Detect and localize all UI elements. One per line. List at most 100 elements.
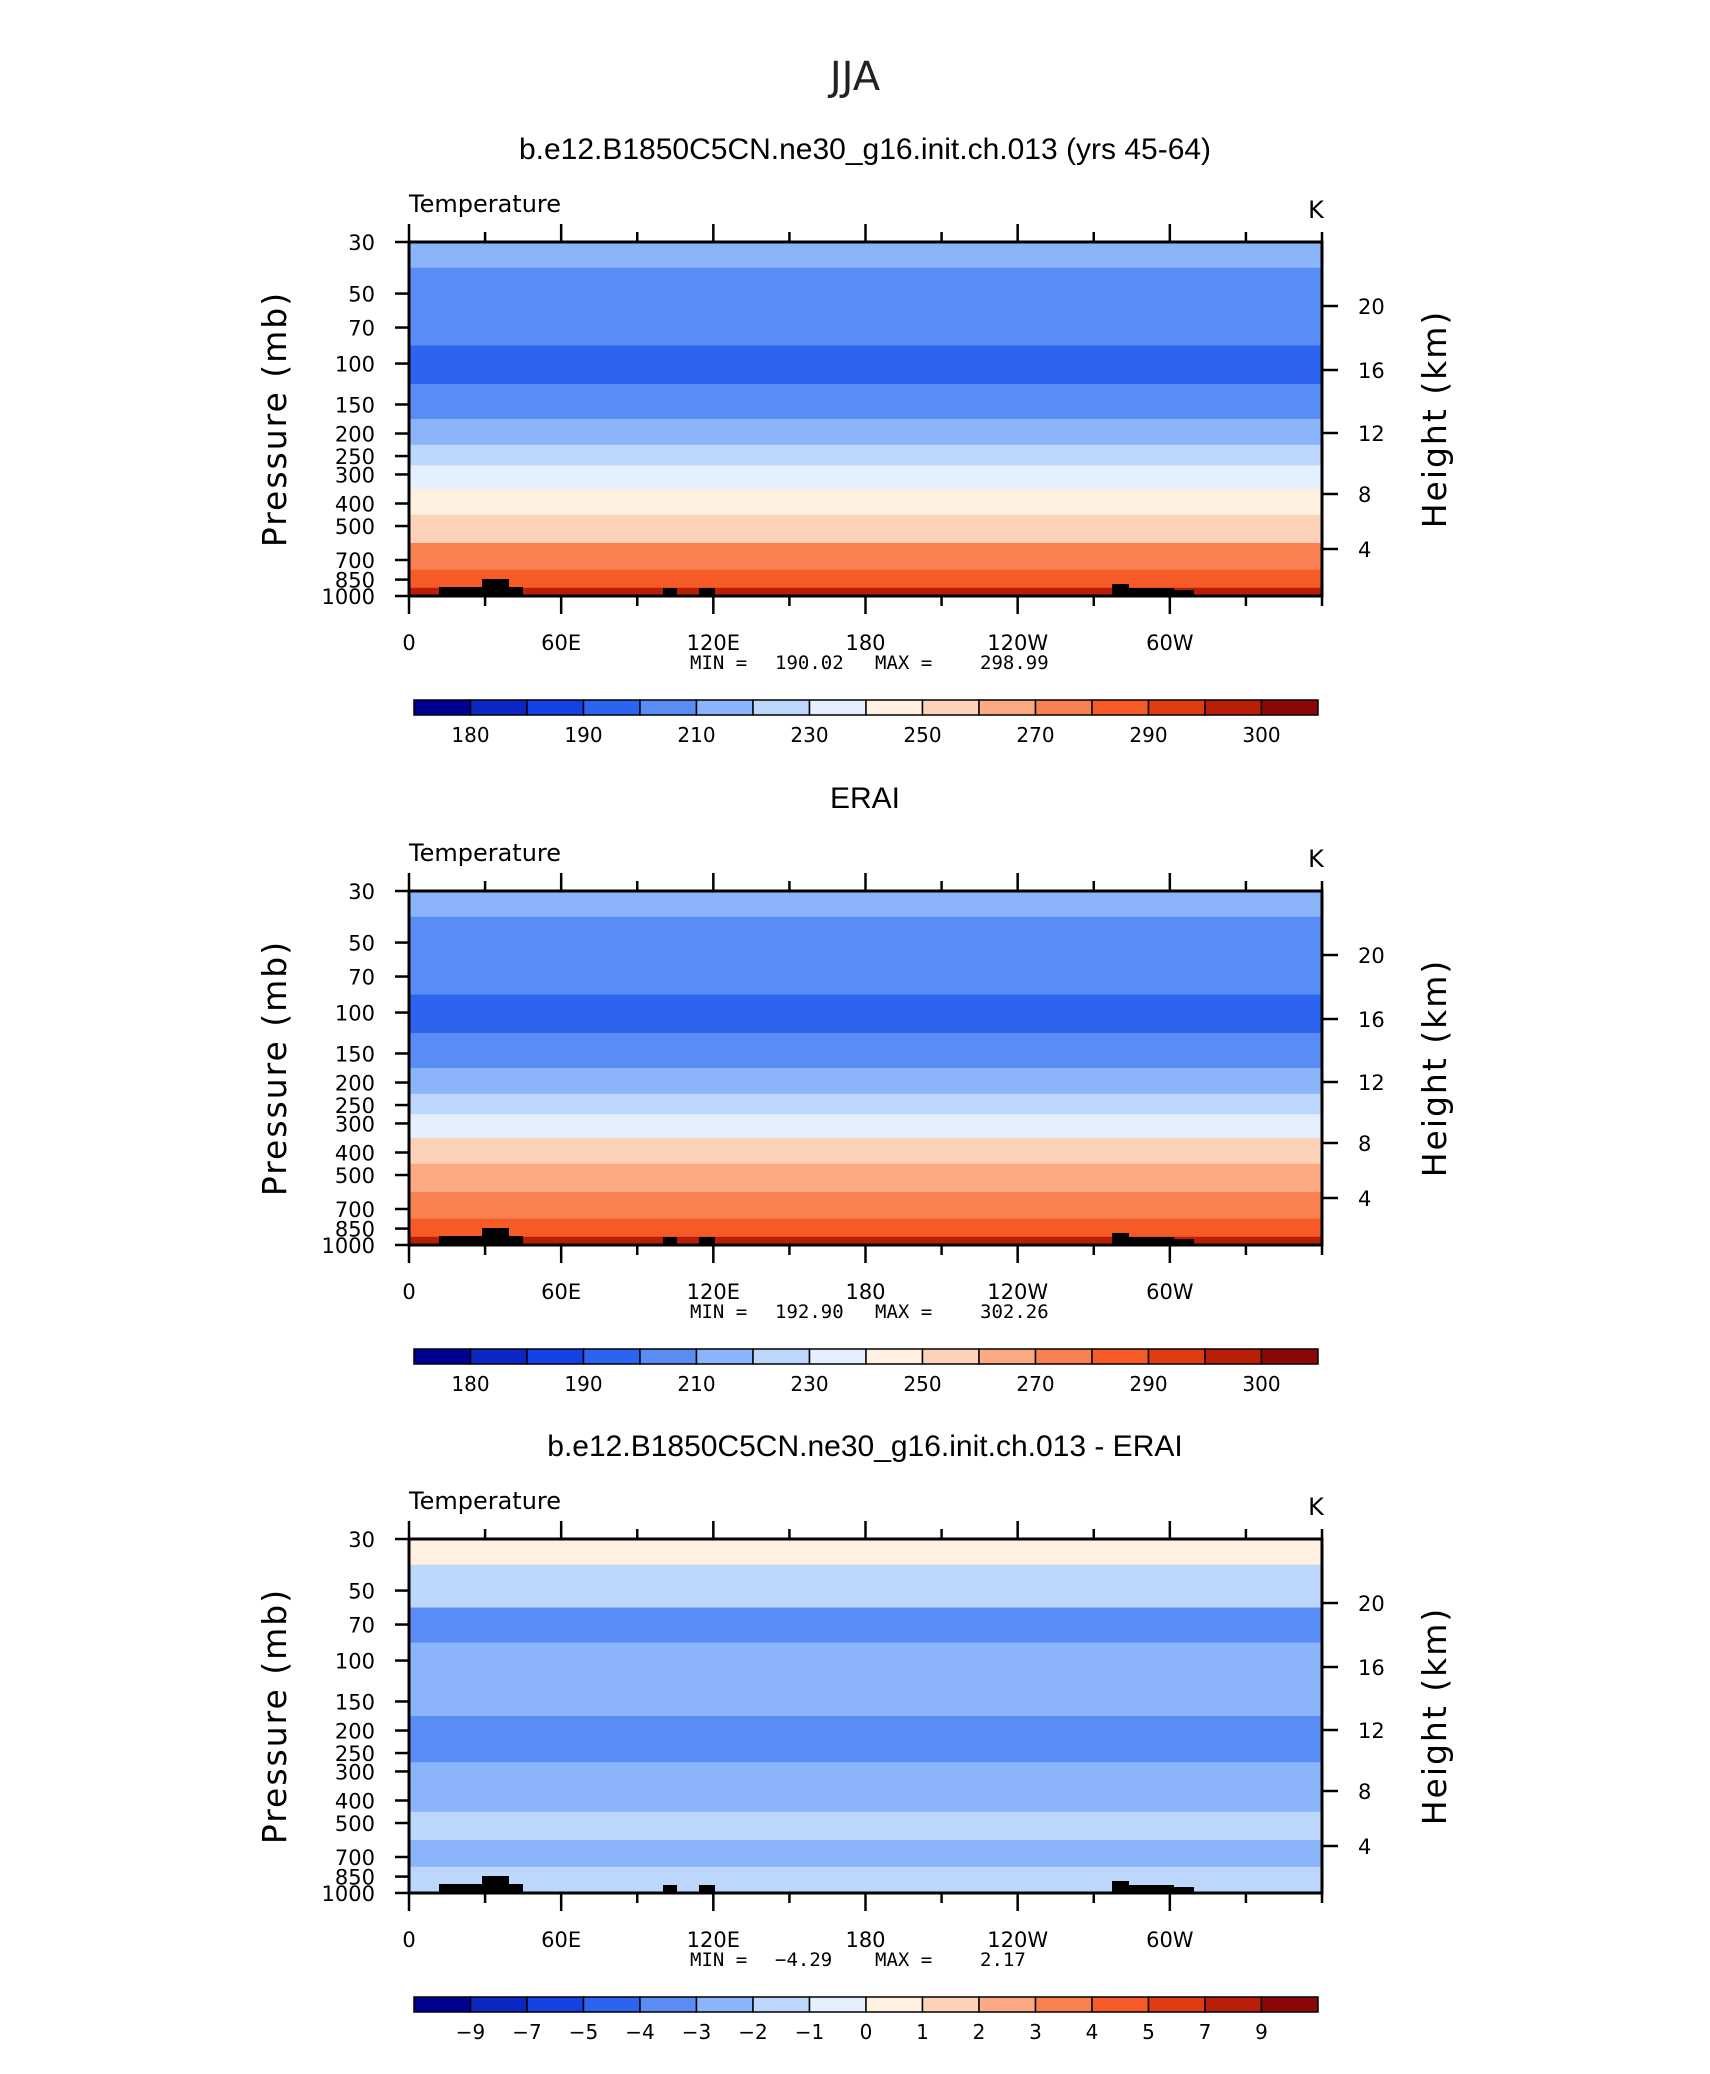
contour-band-400 bbox=[409, 1137, 1322, 1165]
terrain-block bbox=[1129, 1237, 1174, 1245]
x-tick-label: 60E bbox=[541, 631, 581, 655]
y-tick-label: 70 bbox=[348, 966, 375, 990]
contour-band-700 bbox=[409, 1192, 1322, 1220]
colorbar-label: 290 bbox=[1129, 723, 1167, 747]
colorbar-label: 0 bbox=[860, 2020, 873, 2044]
y-tick-label: 700 bbox=[335, 549, 375, 573]
colorbar-cell bbox=[865, 1996, 924, 2013]
y-tick-label: 200 bbox=[335, 423, 375, 447]
colorbar-label: 250 bbox=[903, 1372, 941, 1396]
y-tick-label: 50 bbox=[348, 932, 375, 956]
colorbar-label: 290 bbox=[1129, 1372, 1167, 1396]
y-tick-label: 700 bbox=[335, 1846, 375, 1870]
colorbar-label: 5 bbox=[1142, 2020, 1155, 2044]
x-tick-label: 120E bbox=[687, 631, 740, 655]
terrain-block bbox=[1112, 1881, 1129, 1893]
colorbar-label: −4 bbox=[625, 2020, 654, 2044]
colorbar-cell bbox=[582, 1996, 641, 2013]
x-tick-label: 60W bbox=[1146, 1928, 1194, 1952]
max-label: MAX = bbox=[875, 1949, 932, 1971]
y-tick-label: 200 bbox=[335, 1072, 375, 1096]
colorbar-label: 250 bbox=[903, 723, 941, 747]
colorbar-cell bbox=[1260, 699, 1319, 716]
panel-title: ERAI bbox=[830, 782, 900, 815]
y-tick-right-label: 12 bbox=[1358, 1071, 1385, 1095]
contour-band-250 bbox=[409, 444, 1322, 466]
colorbar-cell bbox=[695, 1348, 754, 1365]
colorbar-cell bbox=[1204, 699, 1263, 716]
terrain-block bbox=[482, 1876, 509, 1893]
colorbar-cell bbox=[808, 1348, 867, 1365]
x-tick-label: 120W bbox=[987, 1280, 1048, 1304]
panel-title: b.e12.B1850C5CN.ne30_g16.init.ch.013 - E… bbox=[547, 1430, 1182, 1463]
y-tick-label: 400 bbox=[335, 1789, 375, 1813]
colorbar-cell bbox=[808, 1996, 867, 2013]
colorbar-cell bbox=[1204, 1348, 1263, 1365]
terrain-block bbox=[482, 579, 509, 596]
terrain-block bbox=[663, 588, 677, 596]
contour-band-70 bbox=[409, 959, 1322, 996]
colorbar-label: 270 bbox=[1016, 723, 1054, 747]
colorbar-label: 210 bbox=[677, 723, 715, 747]
contour-band-250 bbox=[409, 1093, 1322, 1115]
colorbar-label: 300 bbox=[1242, 1372, 1280, 1396]
contour-band-1000 bbox=[409, 1236, 1322, 1245]
contour-band-150 bbox=[409, 1681, 1322, 1717]
contour-band-150 bbox=[409, 384, 1322, 420]
contour-band-700 bbox=[409, 543, 1322, 571]
terrain-block bbox=[699, 588, 715, 596]
contour-band-400 bbox=[409, 488, 1322, 516]
terrain-block bbox=[439, 587, 484, 596]
colorbar-cell bbox=[695, 699, 754, 716]
y-axis-title: Pressure (mb) bbox=[255, 940, 294, 1196]
contour-band-500 bbox=[409, 514, 1322, 544]
y-axis-title: Pressure (mb) bbox=[255, 1588, 294, 1844]
colorbar-label: −9 bbox=[456, 2020, 485, 2044]
colorbar-cell bbox=[752, 1348, 811, 1365]
panel-2: ERAI Temperature K 0 60E 120E 180 120W 60W 30 50 70… bbox=[255, 782, 1454, 1396]
colorbar-cell bbox=[978, 699, 1037, 716]
units-label: K bbox=[1308, 845, 1325, 873]
colorbar-cell bbox=[865, 699, 924, 716]
contour-band-850 bbox=[409, 569, 1322, 589]
y-tick-label: 150 bbox=[335, 1042, 375, 1066]
x-tick-label: 180 bbox=[845, 631, 885, 655]
y-tick-right-label: 4 bbox=[1358, 1835, 1371, 1859]
terrain-block bbox=[1174, 590, 1194, 596]
contour-band-150 bbox=[409, 1033, 1322, 1069]
colorbar-cell bbox=[582, 1348, 641, 1365]
colorbar-cell bbox=[1260, 1348, 1319, 1365]
colorbar-cell bbox=[921, 699, 980, 716]
x-tick-label: 120E bbox=[687, 1928, 740, 1952]
colorbar-cell bbox=[413, 1996, 472, 2013]
y-tick-label: 250 bbox=[335, 1094, 375, 1118]
contour-band-850 bbox=[409, 1866, 1322, 1886]
colorbar-cell bbox=[752, 1996, 811, 2013]
y-tick-right-label: 8 bbox=[1358, 1132, 1371, 1156]
colorbar-label: 190 bbox=[564, 1372, 602, 1396]
y-tick-label: 250 bbox=[335, 1742, 375, 1766]
contour-band-850 bbox=[409, 1218, 1322, 1238]
terrain-block bbox=[1174, 1887, 1194, 1893]
y-tick-label: 400 bbox=[335, 1141, 375, 1165]
colorbar-label: −5 bbox=[569, 2020, 598, 2044]
x-tick-label: 120W bbox=[987, 1928, 1048, 1952]
y-tick-label: 300 bbox=[335, 463, 375, 487]
y-tick-label: 30 bbox=[348, 231, 375, 255]
contour-band-1000 bbox=[409, 1884, 1322, 1893]
colorbar-cell bbox=[865, 1348, 924, 1365]
colorbar-cell bbox=[978, 1348, 1037, 1365]
contour-band-400 bbox=[409, 1785, 1322, 1813]
units-label: K bbox=[1308, 1493, 1325, 1521]
max-value: 302.26 bbox=[980, 1301, 1049, 1323]
colorbar-label: −3 bbox=[682, 2020, 711, 2044]
colorbar-cell bbox=[526, 1996, 585, 2013]
colorbar-label: −2 bbox=[738, 2020, 767, 2044]
colorbar-cell bbox=[1091, 1348, 1150, 1365]
contour-band-700 bbox=[409, 1840, 1322, 1868]
colorbar-label: 9 bbox=[1255, 2020, 1268, 2044]
colorbar-cell bbox=[1147, 699, 1206, 716]
colorbar-label: −7 bbox=[512, 2020, 541, 2044]
x-tick-label: 60W bbox=[1146, 1280, 1194, 1304]
terrain-block bbox=[1129, 1885, 1174, 1893]
